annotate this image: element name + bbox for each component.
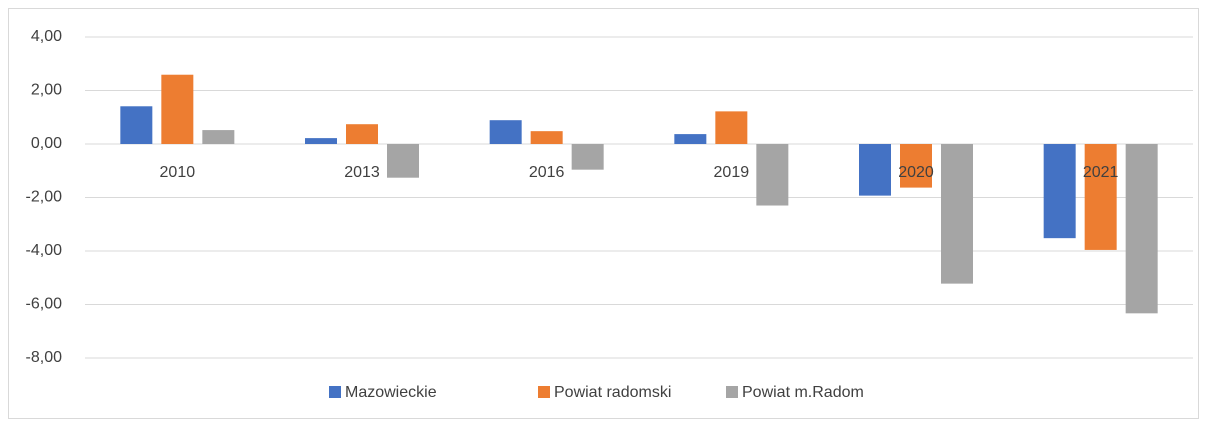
y-tick-label: -6,00 xyxy=(26,296,63,313)
y-tick-label: -2,00 xyxy=(26,189,63,206)
legend-swatch xyxy=(329,386,341,398)
x-tick-label: 2013 xyxy=(344,164,380,181)
y-tick-label: -8,00 xyxy=(26,349,63,366)
y-tick-label: 2,00 xyxy=(31,82,62,99)
y-tick-label: 4,00 xyxy=(31,28,62,45)
bar xyxy=(346,124,378,144)
legend-label: Powiat radomski xyxy=(554,384,671,401)
bar xyxy=(202,130,235,144)
bar xyxy=(161,74,194,144)
bar xyxy=(756,144,789,206)
bar xyxy=(1043,144,1076,239)
x-tick-label: 2010 xyxy=(160,164,196,181)
bar xyxy=(530,131,563,144)
bar xyxy=(715,111,748,144)
bar xyxy=(387,144,419,178)
bar xyxy=(305,138,337,144)
x-tick-label: 2021 xyxy=(1083,164,1119,181)
bar xyxy=(941,144,973,284)
x-tick-label: 2019 xyxy=(714,164,750,181)
x-tick-label: 2016 xyxy=(529,164,565,181)
legend-swatch xyxy=(538,386,550,398)
legend-label: Powiat m.Radom xyxy=(742,384,864,401)
y-tick-label: 0,00 xyxy=(31,135,62,152)
x-tick-label: 2020 xyxy=(898,164,934,181)
bar xyxy=(674,134,707,144)
bar xyxy=(1125,144,1158,314)
bar xyxy=(1084,144,1117,250)
legend-swatch xyxy=(726,386,738,398)
bar xyxy=(489,120,522,144)
bar xyxy=(900,144,932,188)
bar xyxy=(571,144,604,170)
bar xyxy=(120,106,153,144)
y-tick-label: -4,00 xyxy=(26,242,63,259)
bar xyxy=(859,144,891,196)
legend-label: Mazowieckie xyxy=(345,384,437,401)
chart-frame xyxy=(8,8,1199,419)
